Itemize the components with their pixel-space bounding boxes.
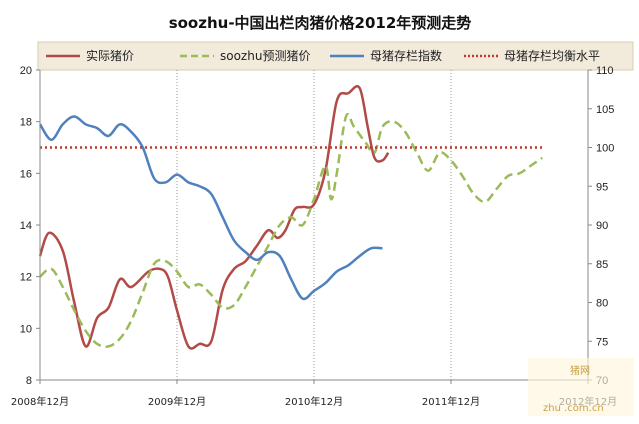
right-tick-label: 85: [596, 259, 608, 271]
left-tick-label: 8: [26, 375, 32, 387]
legend-items: 实际猪价 soozhu预测猪价 母猪存栏指数 母猪存栏均衡水平: [46, 48, 600, 63]
right-tick-label: 105: [596, 104, 614, 116]
legend-label: 母猪存栏指数: [370, 48, 442, 63]
right-tick-label: 75: [596, 336, 608, 348]
left-axis-ticks: 8 10 12 14 16 18 20: [20, 65, 40, 387]
legend-label: 母猪存栏均衡水平: [504, 48, 600, 63]
left-tick-label: 12: [20, 272, 32, 284]
watermark-cn-text: 猪网: [570, 365, 590, 377]
legend: 实际猪价 soozhu预测猪价 母猪存栏指数 母猪存栏均衡水平: [37, 41, 634, 71]
x-tick-label: 2009年12月: [148, 395, 206, 408]
right-tick-label: 110: [596, 65, 614, 77]
watermark: 猪网 zhu .com.cn: [528, 358, 634, 416]
legend-label: soozhu预测猪价: [220, 49, 310, 63]
forecast-price-line: [39, 113, 544, 348]
right-tick-label: 90: [596, 220, 608, 232]
left-tick-label: 16: [20, 168, 32, 180]
x-tick-label: 2008年12月: [11, 395, 69, 408]
right-tick-label: 95: [596, 181, 608, 193]
watermark-background: [528, 358, 634, 416]
left-tick-label: 20: [20, 65, 32, 77]
right-axis-ticks: 707580859095100105110: [588, 65, 614, 387]
left-tick-label: 10: [20, 323, 32, 335]
series-layer: [38, 85, 544, 350]
date-separator-lines: [176, 70, 589, 380]
legend-label: 实际猪价: [86, 48, 134, 63]
right-tick-label: 80: [596, 298, 608, 310]
right-tick-label: 100: [596, 143, 614, 155]
axes: [39, 70, 589, 381]
actual-price-line: [38, 85, 390, 350]
watermark-url-text: zhu .com.cn: [543, 403, 604, 414]
x-tick-label: 2010年12月: [285, 395, 343, 408]
left-tick-label: 18: [20, 117, 32, 129]
x-axis-ticks: 2008年12月2009年12月2010年12月2011年12月2012年12月: [11, 380, 617, 408]
chart-title: soozhu-中国出栏肉猪价格2012年预测走势: [169, 14, 472, 32]
x-tick-label: 2011年12月: [422, 395, 480, 408]
sow-index-line: [38, 115, 383, 301]
left-tick-label: 14: [20, 220, 32, 232]
